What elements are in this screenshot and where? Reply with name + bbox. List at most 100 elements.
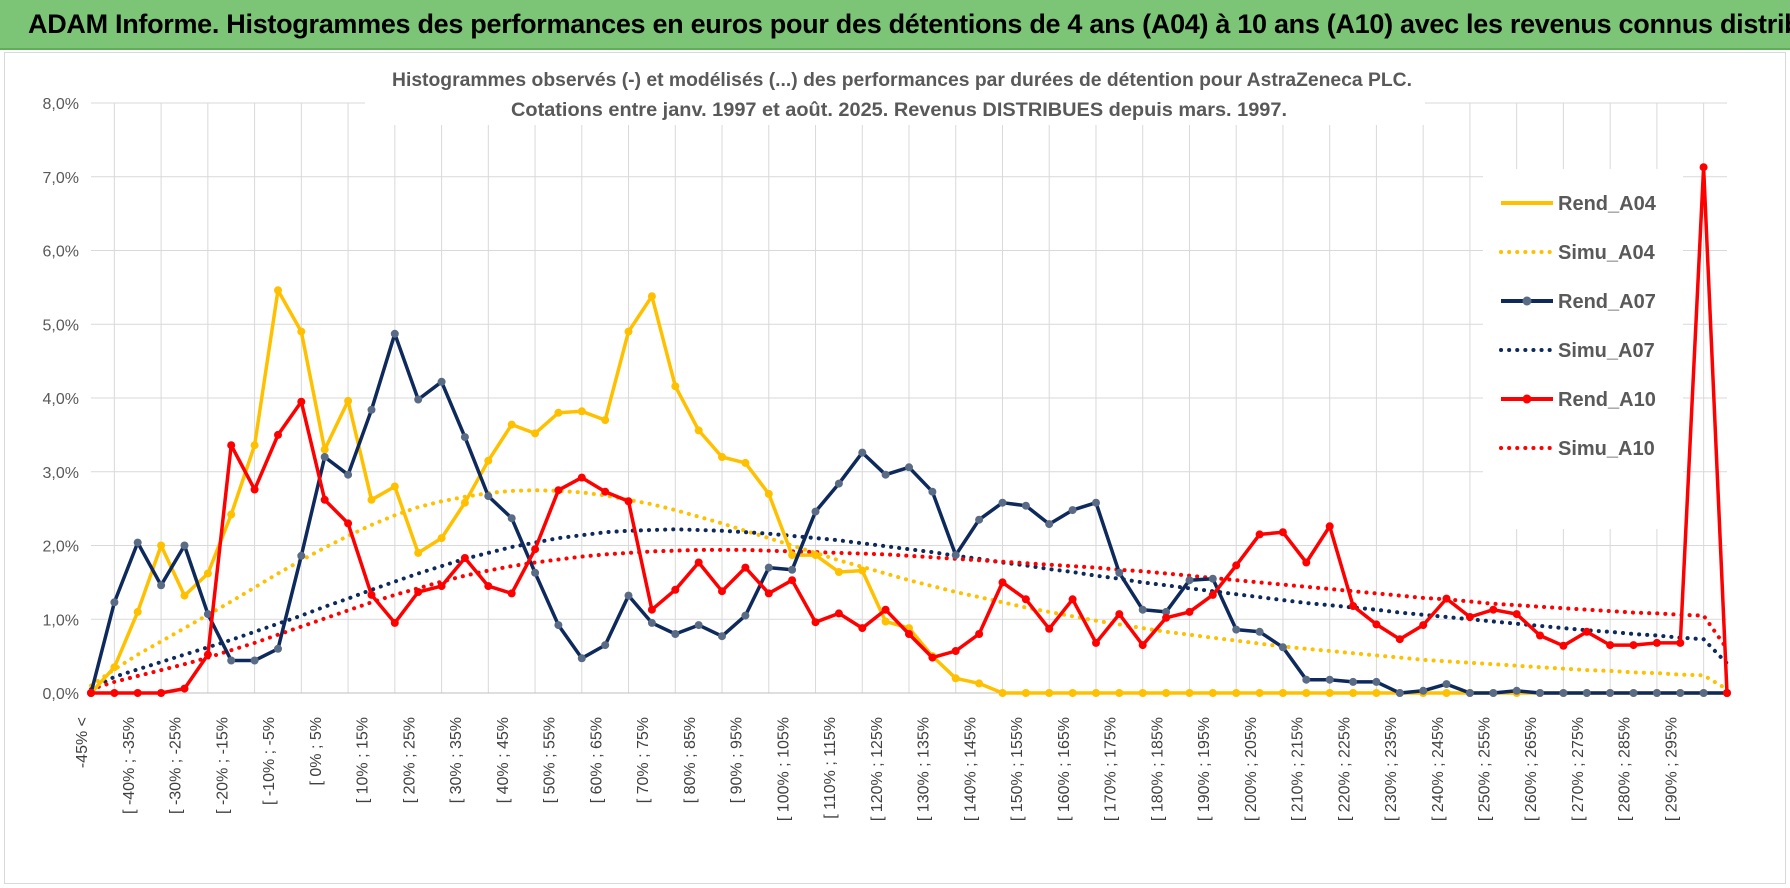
data-point: [905, 463, 913, 472]
data-point: [601, 487, 610, 496]
data-point: [764, 589, 773, 598]
data-point: [1465, 613, 1474, 621]
legend-item-Rend_A04: Rend_A04: [1501, 193, 1657, 215]
data-point: [1349, 602, 1358, 610]
data-point: [274, 430, 282, 439]
x-axis-tick-labels: -45% < [ -40% ; -35% [ -30% ; -25% [ -20% ;…: [74, 717, 1680, 821]
data-point: [811, 551, 820, 560]
data-point: [484, 456, 493, 465]
data-point: [858, 566, 867, 575]
y-tick-label: 3,0%: [43, 465, 79, 482]
x-tick-label: [ 190% ; 195%: [1196, 717, 1213, 821]
data-point: [1442, 680, 1451, 689]
data-point: [1536, 631, 1544, 640]
data-point: [390, 329, 399, 338]
legend-label: Rend_A07: [1558, 291, 1656, 313]
data-point: [951, 551, 960, 560]
data-point: [133, 689, 142, 697]
x-tick-label: [ -40% ; -35%: [121, 717, 138, 814]
data-point: [1045, 520, 1054, 529]
data-point: [1302, 675, 1311, 684]
data-point: [437, 534, 446, 543]
data-point: [1325, 689, 1334, 697]
data-point: [1232, 689, 1241, 697]
legend-label: Rend_A10: [1558, 389, 1656, 411]
data-point: [741, 458, 750, 467]
data-point: [694, 558, 703, 567]
data-point: [344, 470, 353, 479]
y-tick-label: 6,0%: [43, 244, 79, 261]
banner-title: ADAM Informe. Histogrammes des performan…: [28, 9, 1790, 39]
data-point: [460, 498, 469, 507]
data-point: [1232, 561, 1241, 570]
data-point: [344, 519, 353, 528]
data-point: [1676, 638, 1685, 647]
data-point: [1442, 689, 1451, 697]
data-point: [718, 632, 726, 641]
x-tick-label: [ 70% ; 75%: [635, 717, 652, 803]
data-point: [577, 654, 586, 663]
x-tick-label: [ 160% ; 165%: [1056, 717, 1073, 821]
data-point: [1395, 689, 1404, 697]
x-tick-label: [ 10% ; 15%: [355, 717, 372, 803]
data-point: [203, 610, 212, 619]
data-point: [577, 473, 586, 482]
data-point: [1162, 607, 1171, 616]
data-point: [671, 630, 680, 638]
series-line-Simu_A10: [89, 547, 1729, 692]
chart-subtitle: Cotations entre janv. 1997 et août. 2025…: [511, 99, 1287, 121]
series-Simu_A04: [89, 488, 1729, 692]
data-point: [601, 641, 610, 650]
data-point: [227, 656, 236, 665]
data-point: [1185, 607, 1194, 616]
data-point: [928, 653, 937, 662]
x-tick-label: [ 260% ; 265%: [1523, 717, 1540, 821]
data-point: [531, 568, 540, 577]
data-point: [834, 609, 843, 618]
data-point: [507, 589, 516, 598]
x-tick-label: [ 180% ; 185%: [1149, 717, 1166, 821]
data-point: [274, 644, 282, 653]
data-point: [390, 618, 399, 627]
x-tick-label: [ 130% ; 135%: [916, 717, 933, 821]
data-point: [1208, 590, 1217, 599]
data-point: [647, 292, 656, 301]
data-point: [1115, 568, 1124, 577]
data-point: [671, 585, 680, 594]
data-point: [881, 470, 890, 479]
data-point: [975, 515, 984, 524]
data-point: [227, 510, 236, 519]
data-point: [764, 563, 773, 572]
data-point: [811, 507, 820, 516]
chart-titles: Histogrammes observés (-) et modélisés (…: [365, 61, 1425, 125]
data-point: [788, 576, 797, 585]
legend-item-Rend_A07: Rend_A07: [1501, 291, 1656, 313]
data-point: [718, 587, 726, 596]
data-point: [484, 582, 493, 591]
data-point: [320, 495, 329, 504]
data-point: [320, 453, 329, 461]
data-point: [881, 605, 890, 614]
data-point: [531, 545, 540, 554]
data-point: [1349, 677, 1358, 686]
chart-series: [87, 163, 1731, 697]
x-tick-label: [ 100% ; 105%: [775, 717, 792, 821]
data-point: [390, 482, 399, 491]
data-point: [905, 630, 913, 638]
data-point: [297, 397, 306, 406]
series-Rend_A10: [87, 163, 1731, 697]
data-point: [694, 621, 703, 630]
legend-item-Simu_A04: Simu_A04: [1499, 242, 1656, 264]
data-point: [203, 650, 212, 659]
x-tick-label: [ 120% ; 125%: [869, 717, 886, 821]
data-point: [647, 605, 656, 614]
data-point: [1045, 624, 1054, 633]
data-point: [1278, 528, 1287, 537]
data-point: [1723, 689, 1731, 697]
data-point: [531, 429, 540, 438]
legend-label: Simu_A04: [1558, 242, 1656, 264]
x-tick-label: -45% <: [74, 717, 91, 768]
series-Rend_A07: [87, 329, 1731, 697]
data-point: [788, 565, 797, 574]
data-point: [1138, 689, 1147, 697]
